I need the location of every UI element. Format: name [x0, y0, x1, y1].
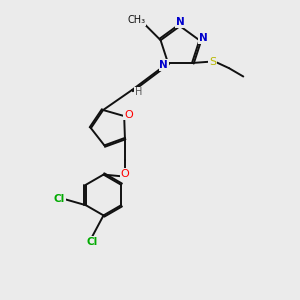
Text: N: N	[159, 60, 168, 70]
Text: N: N	[199, 33, 208, 43]
Text: S: S	[209, 56, 216, 67]
Text: H: H	[135, 87, 142, 98]
Text: O: O	[124, 110, 133, 119]
Text: N: N	[176, 17, 184, 27]
Text: CH₃: CH₃	[128, 15, 146, 25]
Text: Cl: Cl	[86, 237, 98, 247]
Text: O: O	[121, 169, 129, 179]
Text: Cl: Cl	[54, 194, 65, 204]
